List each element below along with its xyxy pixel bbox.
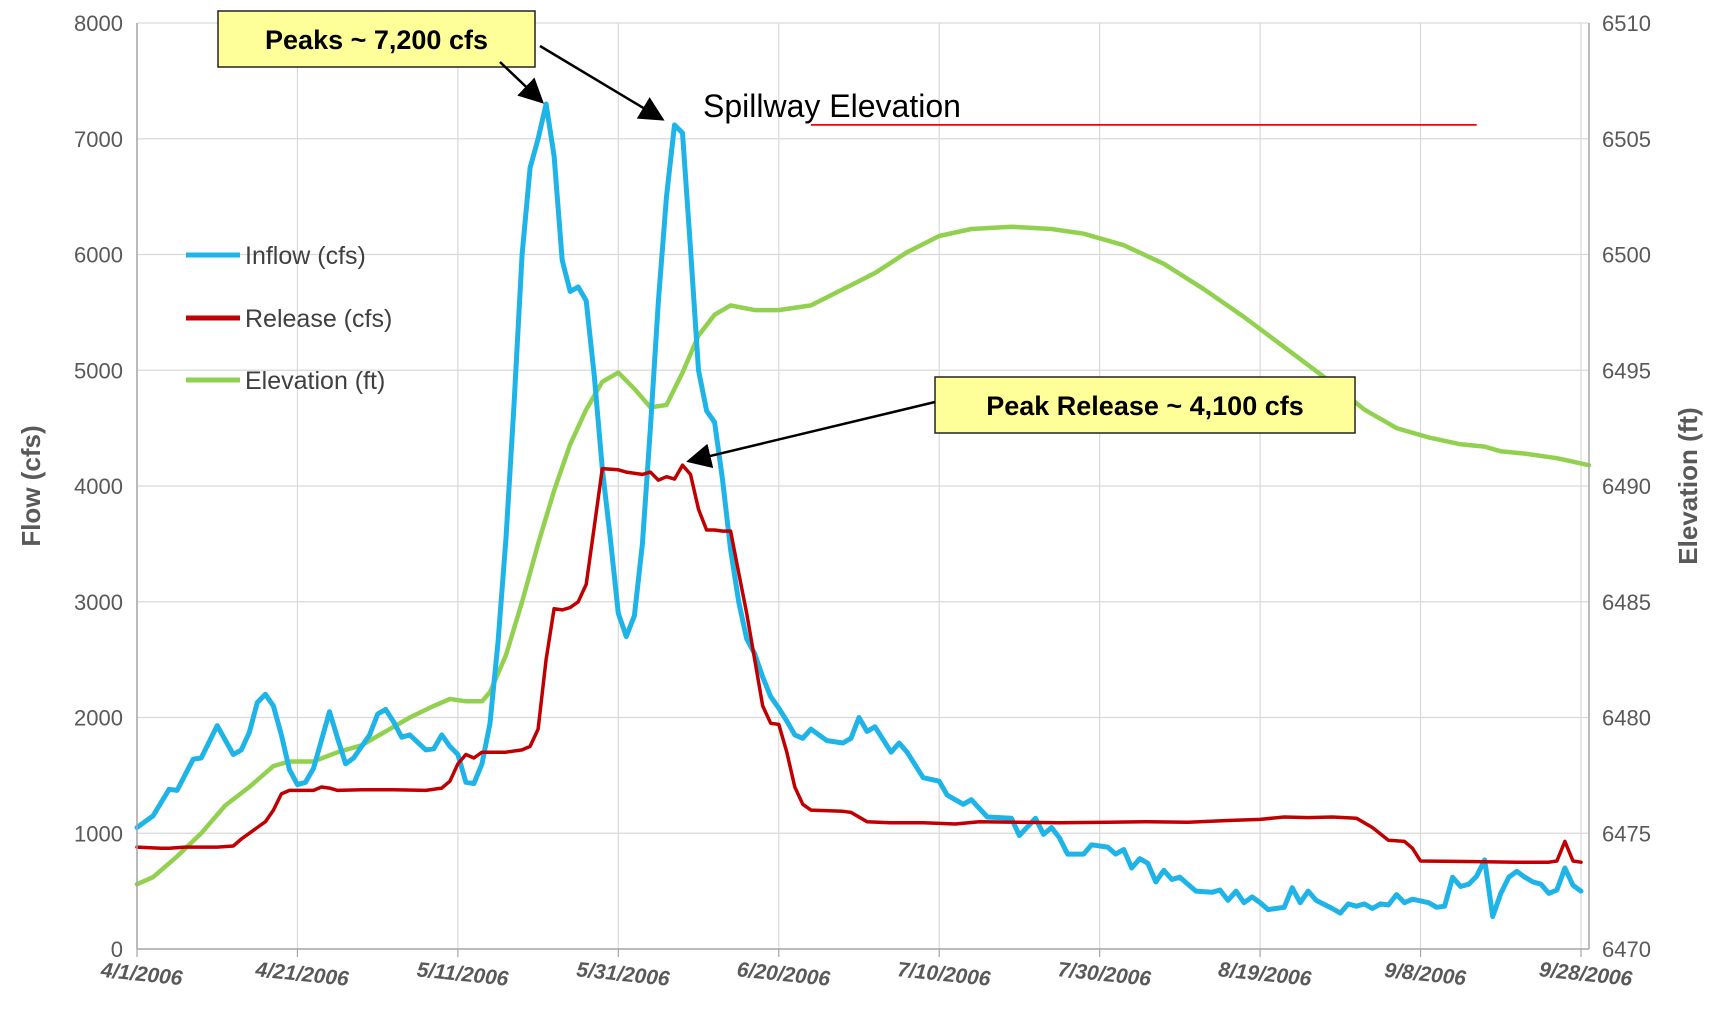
annotation-arrow xyxy=(686,400,936,469)
y2-tick-label: 6480 xyxy=(1602,706,1651,731)
y-tick-label: 7000 xyxy=(74,127,123,152)
annotation-arrow xyxy=(539,44,665,121)
x-tick-label: 5/11/2006 xyxy=(416,958,510,991)
y-tick-label: 5000 xyxy=(74,358,123,383)
y2-tick-label: 6485 xyxy=(1602,590,1651,615)
series-line xyxy=(135,463,1583,864)
series-lines xyxy=(134,101,1592,920)
annotation-arrow xyxy=(499,61,544,104)
peaks-annotation-label: Peaks ~ 7,200 cfs xyxy=(265,25,488,55)
reference-lines: Spillway Elevation xyxy=(703,88,1477,126)
y2-tick-label: 6490 xyxy=(1602,474,1651,499)
y2-tick-label: 6510 xyxy=(1602,11,1651,36)
x-tick-label: 6/20/2006 xyxy=(736,958,832,991)
x-tick-label: 9/28/2006 xyxy=(1538,958,1634,991)
legend: Inflow (cfs) Release (cfs) Elevation (ft) xyxy=(186,242,392,395)
y-tick-label: 2000 xyxy=(74,706,123,731)
y-tick-label: 3000 xyxy=(74,590,123,615)
y2-tick-label: 6475 xyxy=(1602,821,1651,846)
annotations: Peaks ~ 7,200 cfs Peak Release ~ 4,100 cf… xyxy=(217,10,1356,469)
series-line xyxy=(134,224,1592,887)
y2-tick-label: 6500 xyxy=(1602,243,1651,268)
x-tick-label: 7/30/2006 xyxy=(1057,958,1153,991)
y-tick-label: 6000 xyxy=(74,243,123,268)
y2-tick-label: 6470 xyxy=(1602,937,1651,962)
peaks-annotation-box xyxy=(217,10,536,68)
peak-release-annotation-label: Peak Release ~ 4,100 cfs xyxy=(986,391,1304,421)
x-tick-label: 9/8/2006 xyxy=(1383,959,1467,990)
y-tick-label: 1000 xyxy=(74,821,123,846)
y-tick-label: 0 xyxy=(111,937,123,962)
peak-release-annotation-box xyxy=(934,376,1356,434)
legend-entry: Release (cfs) xyxy=(245,305,392,333)
y2-tick-label: 6505 xyxy=(1602,127,1651,152)
y2-axis-title: Elevation (ft) xyxy=(1673,407,1703,564)
y-axis-title: Flow (cfs) xyxy=(16,425,46,546)
series-line xyxy=(134,101,1584,920)
legend-entry: Inflow (cfs) xyxy=(245,242,366,270)
x-tick-label: 8/19/2006 xyxy=(1217,958,1313,991)
y-tick-label: 8000 xyxy=(74,11,123,36)
y-tick-label: 4000 xyxy=(74,474,123,499)
axes: 0 1000 2000 3000 4000 5000 6000 7000 8000 6470 647… xyxy=(16,11,1703,991)
x-tick-label: 4/21/2006 xyxy=(253,958,350,991)
legend-entry: Elevation (ft) xyxy=(245,367,385,395)
x-tick-label: 7/10/2006 xyxy=(896,958,992,991)
y2-tick-label: 6495 xyxy=(1602,358,1651,383)
x-tick-label: 4/1/2006 xyxy=(99,959,184,991)
gridlines xyxy=(136,22,1589,949)
spillway-elevation-label: Spillway Elevation xyxy=(703,88,961,124)
x-tick-label: 5/31/2006 xyxy=(575,958,671,991)
